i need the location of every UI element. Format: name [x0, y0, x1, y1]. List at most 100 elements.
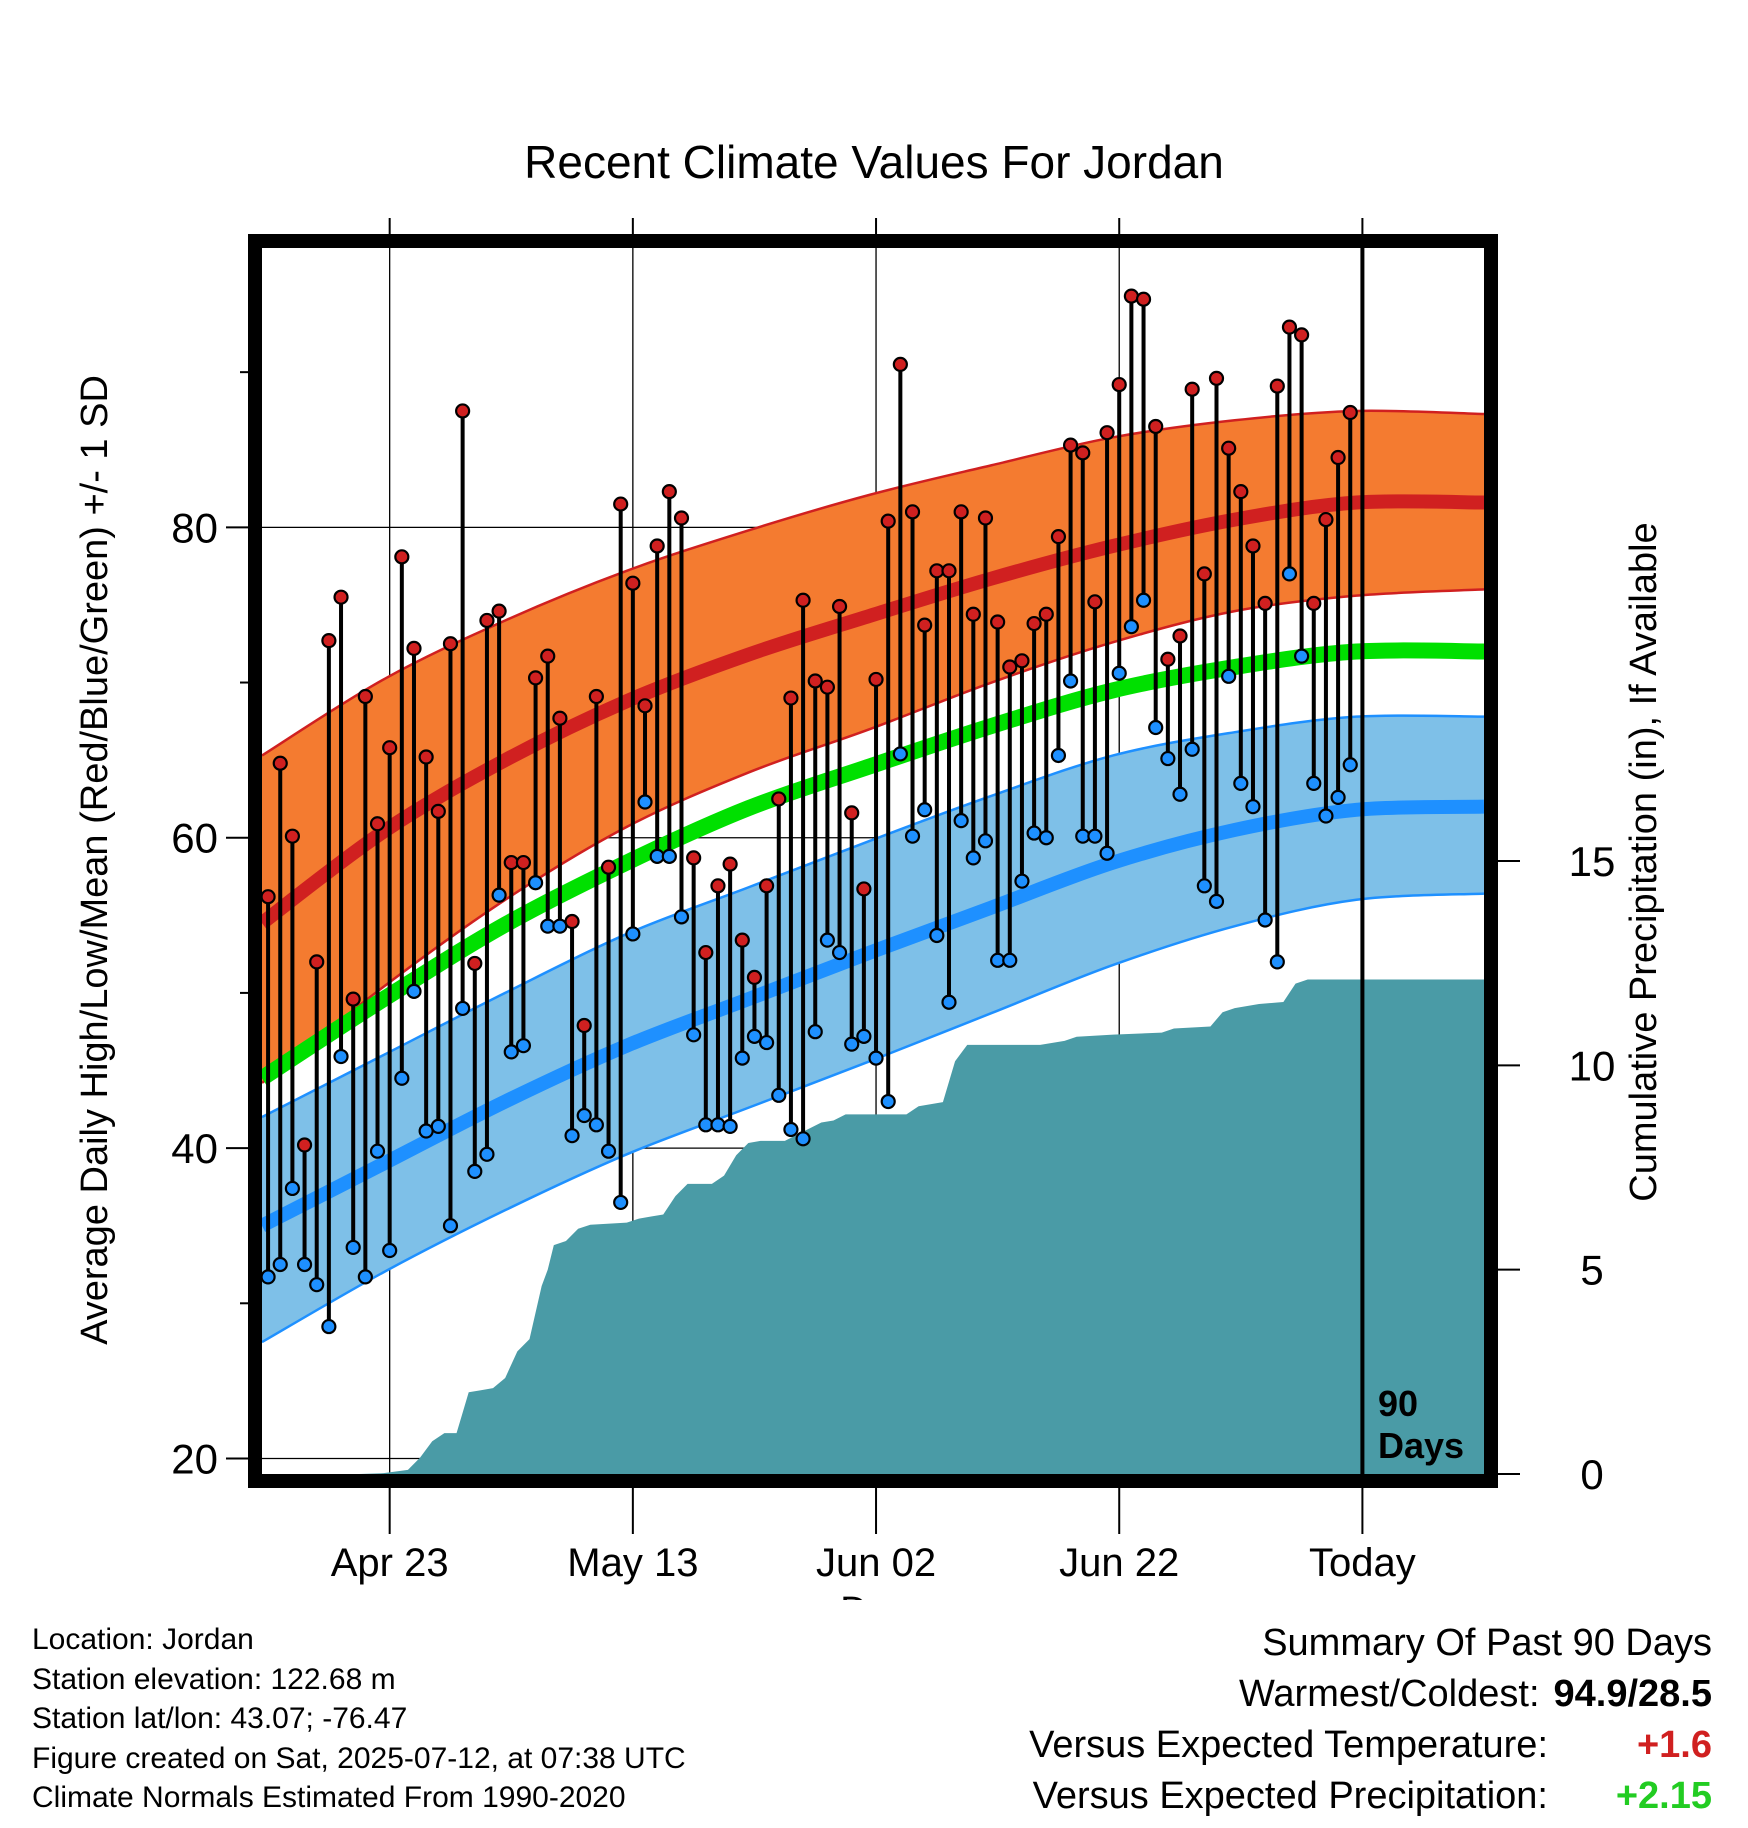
daily-high-point — [990, 614, 1006, 630]
daily-high-point — [977, 510, 994, 526]
daily-points — [260, 288, 1358, 1335]
daily-low-point — [661, 848, 677, 864]
daily-high-point — [515, 854, 532, 871]
x-axis-title: Day — [840, 1590, 908, 1600]
daily-high-point — [1208, 370, 1225, 386]
high-normal-line — [262, 494, 1484, 929]
x-tick-label: Jun 02 — [816, 1541, 936, 1585]
daily-high-point — [1294, 327, 1310, 343]
daily-low-point — [1062, 673, 1079, 689]
daily-low-point — [491, 887, 507, 903]
daily-high-point — [1014, 653, 1030, 669]
daily-low-point — [479, 1146, 495, 1162]
daily-high-point — [759, 878, 775, 894]
summary-temp-row: Versus Expected Temperature: +1.6 — [1029, 1720, 1712, 1771]
daily-high-point — [296, 1137, 313, 1153]
daily-high-point — [1135, 291, 1152, 307]
daily-low-point — [1038, 830, 1054, 846]
precipitation-area — [262, 979, 1484, 1474]
y-right-tick-label: 5 — [1580, 1247, 1603, 1294]
daily-low-point — [345, 1239, 361, 1256]
daily-low-point — [1269, 954, 1285, 970]
daily-high-point — [1111, 376, 1127, 393]
y-right-tick-label: 0 — [1580, 1451, 1603, 1498]
daily-high-point — [284, 828, 300, 844]
daily-high-point — [613, 496, 629, 512]
daily-high-point — [345, 991, 361, 1007]
daily-low-point — [527, 875, 544, 891]
daily-high-point — [1160, 651, 1176, 667]
x-tick-label: Today — [1309, 1541, 1416, 1585]
daily-low-point — [1221, 668, 1237, 684]
daily-low-point — [394, 1070, 410, 1086]
daily-low-point — [807, 1024, 823, 1040]
daily-high-point — [309, 954, 325, 970]
daily-high-point — [637, 698, 653, 714]
x-tick-label: Apr 23 — [331, 1541, 449, 1585]
summary-warm-cold-row: Warmest/Coldest: 94.9/28.5 — [1029, 1669, 1712, 1720]
daily-high-point — [1342, 404, 1358, 421]
daily-low-point — [880, 1093, 896, 1110]
daily-low-point — [1050, 747, 1067, 764]
plot-border — [248, 234, 1498, 1488]
daily-low-point — [904, 828, 921, 844]
daily-high-point — [503, 854, 519, 871]
high-sd-band-upper-edge — [262, 409, 1484, 757]
daily-high-point — [418, 749, 434, 765]
daily-low-point — [686, 1027, 702, 1043]
daily-low-point — [1014, 873, 1030, 889]
daily-low-point — [795, 1131, 811, 1147]
daily-low-point — [710, 1117, 726, 1133]
daily-low-point — [442, 1218, 459, 1234]
daily-high-point — [868, 671, 884, 688]
plot-frame — [248, 234, 1498, 1488]
daily-high-point — [1257, 595, 1273, 611]
daily-low-point — [333, 1048, 349, 1065]
daily-low-point — [1196, 878, 1212, 894]
precip-label: Versus Expected Precipitation: — [1032, 1775, 1548, 1817]
daily-low-point — [1087, 828, 1103, 844]
daily-low-point — [856, 1028, 872, 1044]
daily-high-point — [1184, 381, 1200, 397]
daily-high-point — [917, 617, 933, 633]
daily-low-point — [1111, 665, 1127, 681]
daily-low-point — [418, 1123, 434, 1139]
created-text: Figure created on Sat, 2025-07-12, at 07… — [32, 1741, 686, 1775]
daily-high-point — [1281, 319, 1298, 335]
daily-high-point — [746, 969, 763, 985]
daily-low-point — [1318, 808, 1334, 824]
low-normal-line — [262, 799, 1484, 1232]
daily-low-point — [515, 1038, 532, 1054]
daily-high-point — [321, 633, 337, 649]
daily-low-point — [576, 1107, 592, 1124]
daily-high-point — [625, 575, 641, 591]
daily-range-stems — [266, 296, 1353, 1327]
daily-high-point — [844, 805, 860, 821]
daily-low-point — [1148, 719, 1164, 736]
axes: 20 40 60 80 0 5 10 15 Apr 23 May 13 Jun 02 Jun 22 To… — [171, 218, 1615, 1585]
daily-high-point — [552, 710, 568, 726]
daily-low-point — [977, 833, 994, 849]
daily-low-point — [1257, 912, 1273, 928]
daily-high-point — [929, 563, 945, 579]
daily-high-point — [467, 955, 483, 972]
y-right-tick-label: 10 — [1569, 1042, 1616, 1089]
daily-high-point — [1148, 418, 1164, 435]
daily-high-point — [272, 755, 288, 771]
daily-low-point — [673, 909, 690, 925]
temp-departure-value: +1.6 — [1636, 1724, 1712, 1766]
daily-low-point — [1123, 619, 1139, 635]
daily-low-point — [600, 1143, 617, 1159]
y-tick-label: 20 — [171, 1435, 218, 1482]
summary-panel: Summary Of Past 90 Days Warmest/Coldest:… — [1029, 1618, 1712, 1822]
daily-low-point — [588, 1117, 604, 1133]
daily-low-point — [1245, 799, 1261, 815]
daily-low-point — [698, 1117, 714, 1133]
normals-text: Climate Normals Estimated From 1990-2020 — [32, 1781, 626, 1814]
daily-high-point — [600, 859, 617, 875]
summary-precip-row: Versus Expected Precipitation: +2.15 — [1029, 1771, 1712, 1822]
daily-high-point — [1075, 445, 1091, 461]
daily-high-point — [831, 598, 848, 615]
daily-low-point — [564, 1128, 580, 1144]
daily-high-point — [1002, 659, 1018, 675]
